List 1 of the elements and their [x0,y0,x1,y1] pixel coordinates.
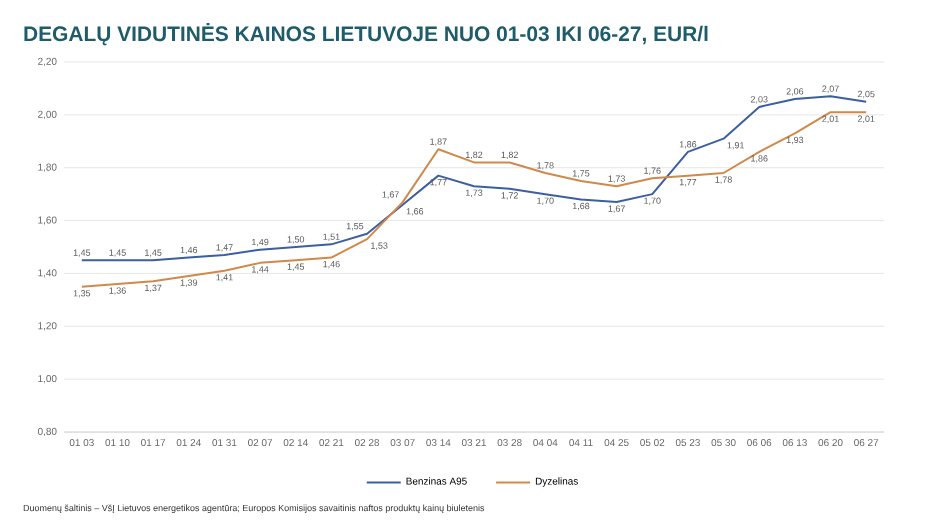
chart-title: DEGALŲ VIDUTINĖS KAINOS LIETUVOJE NUO 01-03 IKI 06-27, EUR/l [24,23,708,46]
